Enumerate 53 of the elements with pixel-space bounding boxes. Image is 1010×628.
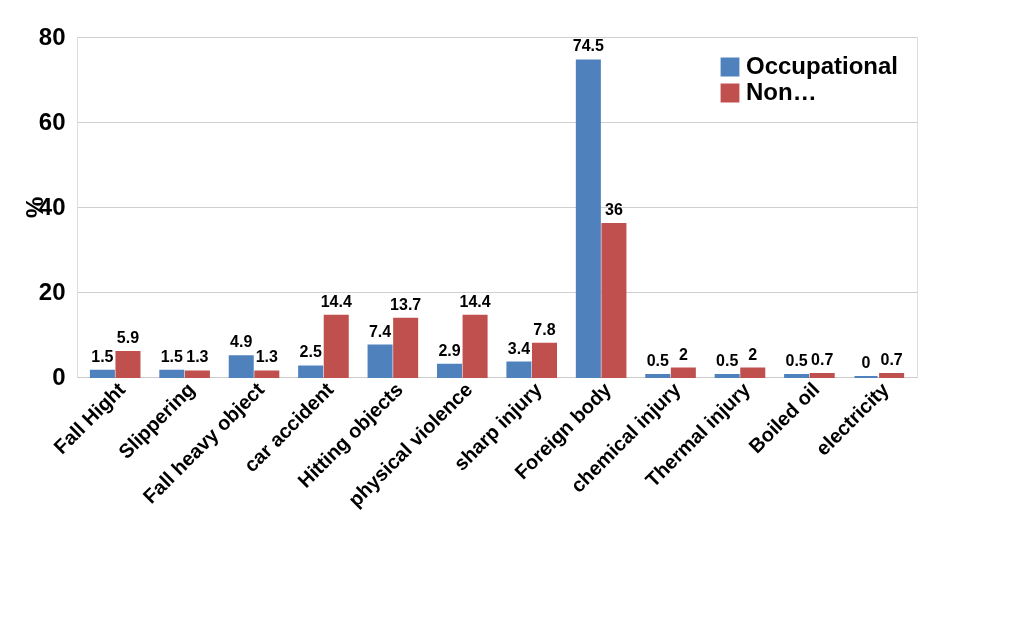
data-label: 7.4: [368, 322, 392, 340]
bar: [184, 370, 210, 378]
data-label: 14.4: [320, 292, 352, 310]
bar: [298, 365, 324, 378]
data-label: 2: [678, 345, 688, 363]
data-label: 0.5: [716, 351, 739, 369]
bar: [506, 361, 532, 378]
bar: [809, 373, 835, 378]
data-label: 4.9: [230, 333, 253, 351]
y-tick-label: 60: [38, 107, 66, 135]
data-label: 5.9: [116, 328, 140, 346]
bar: [115, 350, 141, 378]
bar: [323, 314, 349, 378]
bar: [436, 363, 463, 378]
legend-label: Occupational: [746, 52, 899, 79]
bar: [714, 373, 740, 378]
bar: [159, 369, 185, 378]
data-label: 74.5: [572, 37, 605, 55]
data-label: 1.3: [255, 348, 279, 366]
data-label: 0.7: [880, 351, 903, 369]
bar: [531, 342, 558, 378]
bar: [228, 355, 254, 378]
y-tick-label: 80: [38, 22, 66, 50]
data-label: 1.5: [91, 347, 114, 365]
bar: [575, 59, 601, 378]
y-tick-label: 20: [38, 277, 66, 305]
bar: [462, 314, 488, 378]
data-label: 14.4: [459, 292, 491, 310]
bar: [879, 373, 905, 378]
data-label: 1.3: [186, 348, 209, 366]
bar: [89, 369, 115, 378]
data-label: 13.7: [390, 295, 422, 313]
legend-label: Non…: [746, 78, 817, 105]
bar: [784, 373, 810, 378]
y-tick-label: 0: [52, 362, 66, 390]
bar: [601, 223, 627, 378]
data-label: 1.5: [160, 347, 184, 365]
bar: [740, 367, 766, 378]
data-label: 3.4: [507, 339, 531, 357]
data-label: 0: [861, 354, 871, 371]
bar: [254, 370, 280, 378]
bar: [367, 344, 393, 378]
bar: [393, 317, 419, 378]
data-label: 0.5: [785, 351, 808, 369]
data-label: 0.5: [646, 351, 669, 369]
bar: [670, 367, 696, 378]
bar: [645, 373, 671, 378]
data-label: 2: [748, 345, 758, 363]
data-label: 2.5: [299, 343, 322, 361]
data-label: 2.9: [438, 341, 461, 359]
data-label: 0.7: [811, 351, 834, 369]
data-label: 36: [605, 201, 623, 218]
data-label: 7.8: [533, 320, 556, 338]
